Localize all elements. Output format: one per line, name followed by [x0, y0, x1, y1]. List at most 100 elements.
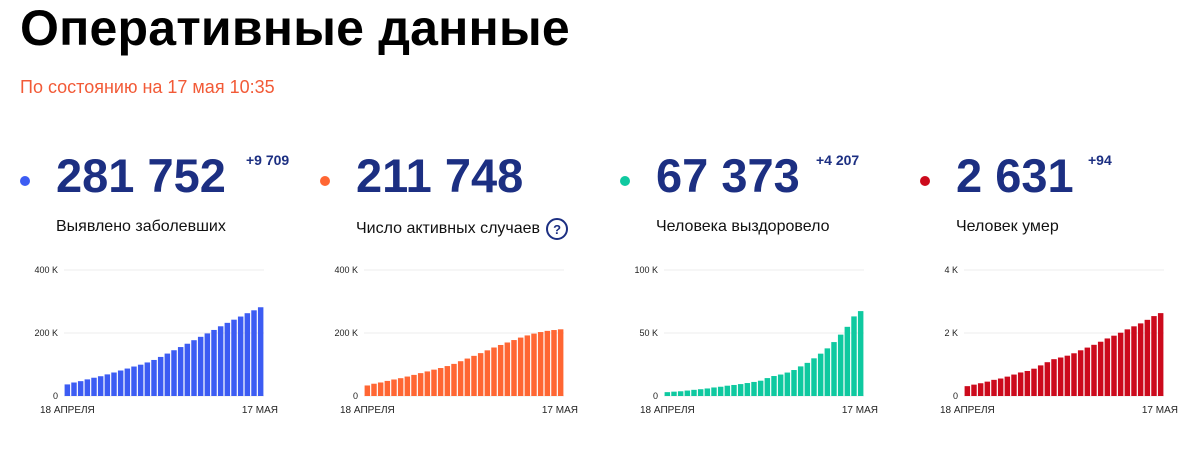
- bar: [97, 376, 104, 396]
- card-recovered: 67 373 +4 207 Человека выздоровело 0 50 K…: [620, 140, 920, 440]
- y-tick-label: 0: [653, 391, 658, 401]
- bar: [391, 379, 397, 396]
- bar: [511, 340, 517, 396]
- bar: [1137, 323, 1144, 396]
- bar: [697, 389, 704, 396]
- bar: [831, 342, 837, 396]
- bar: [177, 347, 184, 396]
- bar: [691, 389, 697, 396]
- confirmed-dot-icon: [20, 176, 30, 186]
- bar: [417, 373, 424, 396]
- x-tick-label-start: 18 АПРЕЛЯ: [940, 405, 995, 416]
- bar: [397, 378, 404, 396]
- bar: [1064, 355, 1071, 396]
- bar: [517, 337, 524, 396]
- bar: [84, 379, 91, 396]
- help-question-icon[interactable]: ?: [546, 218, 569, 240]
- bar: [491, 347, 497, 396]
- bar: [997, 378, 1004, 396]
- y-tick-label: 200 K: [334, 328, 358, 338]
- y-tick-label: 0: [53, 391, 58, 401]
- bar: [64, 384, 71, 396]
- bar: [384, 380, 391, 396]
- bar: [504, 342, 511, 396]
- bar: [1031, 368, 1037, 396]
- bar: [451, 363, 457, 396]
- bar: [544, 330, 551, 396]
- bar: [777, 374, 784, 396]
- page-title: Оперативные данные: [20, 0, 570, 56]
- bar: [537, 332, 544, 396]
- bar: [984, 381, 991, 396]
- bar: [151, 359, 157, 396]
- bar: [1077, 350, 1084, 396]
- bar: [991, 379, 997, 396]
- x-tick-label-start: 18 АПРЕЛЯ: [40, 405, 95, 416]
- bar: [497, 344, 504, 396]
- bar: [437, 368, 444, 396]
- bar: [784, 372, 791, 396]
- bar: [424, 371, 431, 396]
- bar: [257, 307, 264, 396]
- bar: [371, 383, 377, 396]
- active-label-text: Число активных случаев: [356, 220, 541, 237]
- deaths-chart: 0 2 K 4 K 18 АПРЕЛЯ 17 МАЯ: [940, 265, 1178, 416]
- bar: [164, 353, 171, 396]
- bar: [817, 353, 824, 396]
- active-label: Число активных случаев ?: [356, 218, 569, 240]
- bar: [464, 358, 471, 396]
- bar: [1117, 332, 1124, 396]
- bar: [77, 381, 84, 396]
- x-tick-label-start: 18 АПРЕЛЯ: [640, 405, 695, 416]
- bar: [524, 335, 531, 396]
- y-tick-label: 100 K: [634, 265, 658, 275]
- bar: [857, 311, 864, 396]
- recovered-value: 67 373: [656, 149, 800, 202]
- bar: [724, 385, 731, 396]
- bar: [457, 361, 464, 396]
- bar: [677, 391, 684, 396]
- bar: [137, 364, 144, 396]
- bar: [977, 383, 984, 396]
- x-tick-label-end: 17 МАЯ: [842, 405, 878, 416]
- bar: [471, 355, 477, 396]
- bar: [404, 376, 411, 396]
- recovered-label-text: Человека выздоровело: [656, 218, 830, 235]
- bar: [804, 362, 811, 396]
- card-deaths: 2 631 +94 Человек умер 0 2 K 4 K 18 АПРЕЛЯ 1…: [920, 140, 1200, 440]
- bar: [224, 322, 231, 396]
- active-value: 211 748: [356, 149, 524, 202]
- bar: [431, 369, 437, 396]
- x-tick-label-end: 17 МАЯ: [242, 405, 278, 416]
- bar: [1097, 341, 1104, 396]
- bar: [1144, 319, 1151, 396]
- deaths-value: 2 631: [956, 149, 1074, 202]
- bar: [171, 350, 177, 396]
- bar: [1151, 316, 1157, 396]
- bar: [717, 386, 724, 396]
- active-chart: 0 200 K 400 K 18 АПРЕЛЯ 17 МАЯ: [334, 265, 578, 416]
- bar: [117, 370, 124, 396]
- bar: [751, 381, 757, 396]
- deaths-label-text: Человек умер: [956, 218, 1059, 235]
- bar: [1111, 335, 1117, 396]
- bar: [1051, 359, 1057, 396]
- deaths-delta: +94: [1088, 152, 1112, 168]
- y-tick-label: 400 K: [34, 265, 58, 275]
- deaths-dot-icon: [920, 176, 930, 186]
- bar: [671, 391, 677, 396]
- bar: [211, 329, 217, 396]
- bar: [797, 366, 804, 396]
- bar: [731, 384, 737, 396]
- bar: [771, 376, 777, 396]
- bar: [664, 392, 671, 396]
- recovered-chart: 0 50 K 100 K 18 АПРЕЛЯ 17 МАЯ: [634, 265, 878, 416]
- bar: [477, 353, 484, 396]
- bar: [684, 390, 691, 396]
- bar: [791, 370, 797, 396]
- bar: [1037, 365, 1044, 396]
- bar: [1131, 326, 1137, 396]
- bar: [1124, 329, 1131, 396]
- bar: [1044, 362, 1051, 396]
- bar: [764, 378, 771, 396]
